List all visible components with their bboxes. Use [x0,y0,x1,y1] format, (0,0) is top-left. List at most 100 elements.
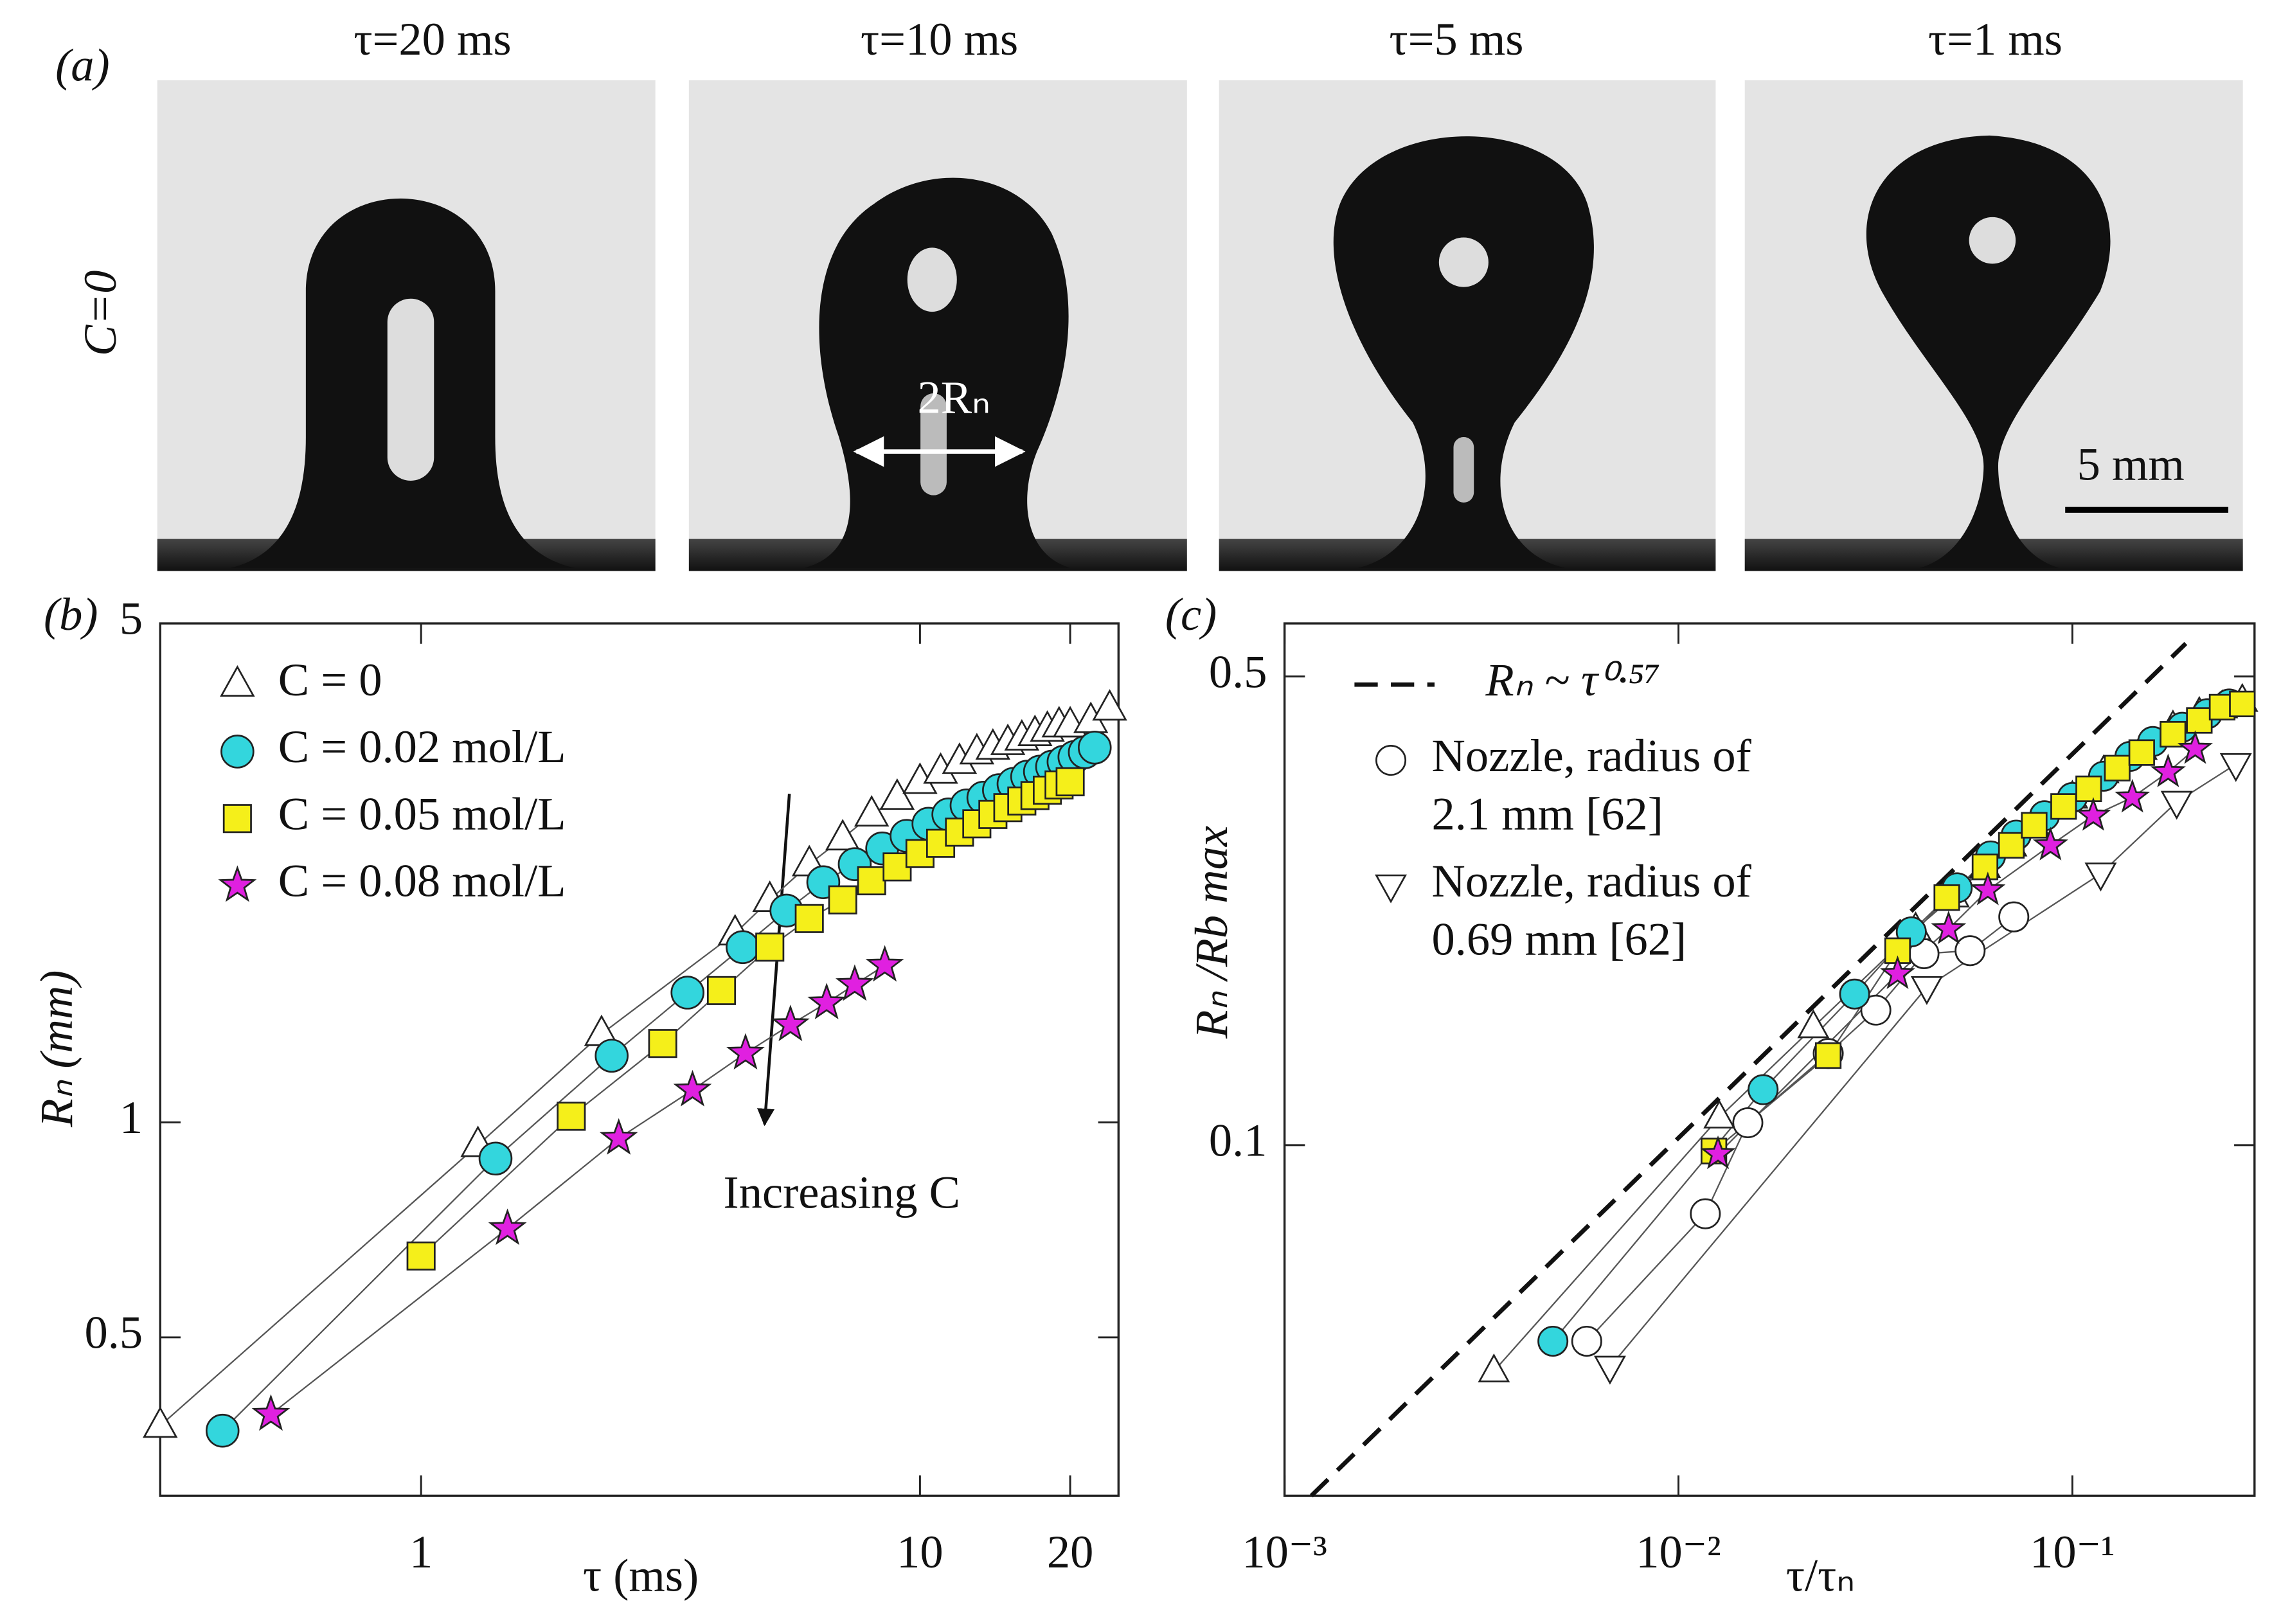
marker [2032,826,2068,861]
panel-label: (c) [1165,588,1217,640]
legend-label: C = 0.08 mol/L [278,855,566,907]
marker [1078,730,1112,765]
marker [1700,1135,1736,1170]
marker [673,1069,712,1107]
marker [2021,812,2048,839]
frame-title: τ=1 ms [1928,13,2062,65]
row-label: C=0 [74,271,126,357]
diameter-label: 2Rₙ [917,371,990,423]
marker [1537,1325,1569,1357]
marker [1839,978,1870,1010]
marker [218,865,257,902]
marker [1954,935,1986,967]
marker [2104,754,2131,781]
marker [2160,790,2193,820]
marker [854,795,890,827]
marker [857,866,886,896]
marker [771,1004,810,1042]
marker [1970,871,2006,906]
marker [1879,955,1916,989]
marker [1571,1325,1602,1357]
marker [143,1406,178,1438]
y-tick-label: 0.5 [1209,645,1267,697]
marker [1814,1042,1842,1069]
x-axis-label: τ (ms) [583,1549,699,1601]
legend-label: C = 0 [278,654,382,706]
y-tick-label: 1 [120,1091,143,1143]
marker [828,885,857,915]
x-tick-label: 10 [897,1526,944,1578]
marker [2075,797,2111,831]
marker [2084,862,2117,892]
marker [726,930,760,965]
marker [1860,994,1892,1026]
marker [2075,775,2102,803]
marker [1375,745,1407,776]
marker [794,904,824,933]
legend-label: C = 0.02 mol/L [278,720,566,772]
marker [835,964,874,1001]
panel-label: (b) [44,588,98,640]
x-tick-label: 20 [1047,1526,1094,1578]
legend-label: Nozzle, radius of 0.69 mm [62] [1432,855,1763,965]
marker [1933,884,1960,911]
series-line [1586,916,2014,1342]
marker [2128,739,2155,766]
marker [648,1029,677,1058]
plot-frame [1283,622,2256,1497]
marker [755,932,785,962]
fit-line [1309,641,2188,1497]
marker [879,778,915,810]
marker [2050,793,2077,820]
marker [825,819,861,851]
marker [220,665,255,697]
legend-label: Rₙ ~ τ⁰·⁵⁷ [1485,654,1660,706]
marker [251,1394,291,1431]
x-tick-label: 10⁻¹ [2030,1526,2115,1578]
frame-title: τ=10 ms [861,13,1018,65]
marker [2219,753,2252,782]
marker [1478,1353,1510,1382]
marker [406,1241,436,1271]
marker [1748,1074,1779,1105]
marker [2115,778,2151,813]
legend-label: Nozzle, radius of 2.1 mm [62] [1432,729,1763,840]
frame-title: τ=20 ms [353,13,511,65]
marker [488,1208,527,1245]
photo [1744,80,2243,571]
marker [1732,1107,1764,1139]
marker [2186,707,2213,734]
x-tick-label: 10⁻² [1636,1526,1721,1578]
photo [1219,80,1716,571]
marker [1055,767,1085,797]
x-tick-label: 1 [409,1526,433,1578]
marker [726,1033,765,1070]
photo [688,80,1187,571]
marker [670,976,704,1010]
marker [1971,853,1999,880]
legend-label: C = 0.05 mol/L [278,787,566,839]
marker [205,1413,240,1448]
marker [1931,910,1967,945]
marker [1797,1009,1830,1039]
marker [1910,976,1943,1005]
marker [1998,832,2025,859]
panel-label: (a) [55,39,110,91]
marker [2229,690,2256,718]
marker [478,1141,513,1176]
y-tick-label: 0.5 [84,1307,143,1359]
marker [1593,1355,1626,1385]
scale-bar-label: 5 mm [2077,438,2185,490]
x-axis-label: τ/τₙ [1786,1549,1855,1601]
plot-frame [159,622,1120,1497]
y-tick-label: 0.1 [1209,1114,1267,1166]
y-axis-label: Rₙ /Rb max [1185,826,1237,1039]
marker [1690,1198,1721,1229]
y-tick-label: 5 [120,593,143,645]
marker [1092,689,1127,721]
y-axis-label: Rₙ (mm) [30,970,82,1128]
series-line [222,747,1095,1431]
marker [1375,874,1408,904]
